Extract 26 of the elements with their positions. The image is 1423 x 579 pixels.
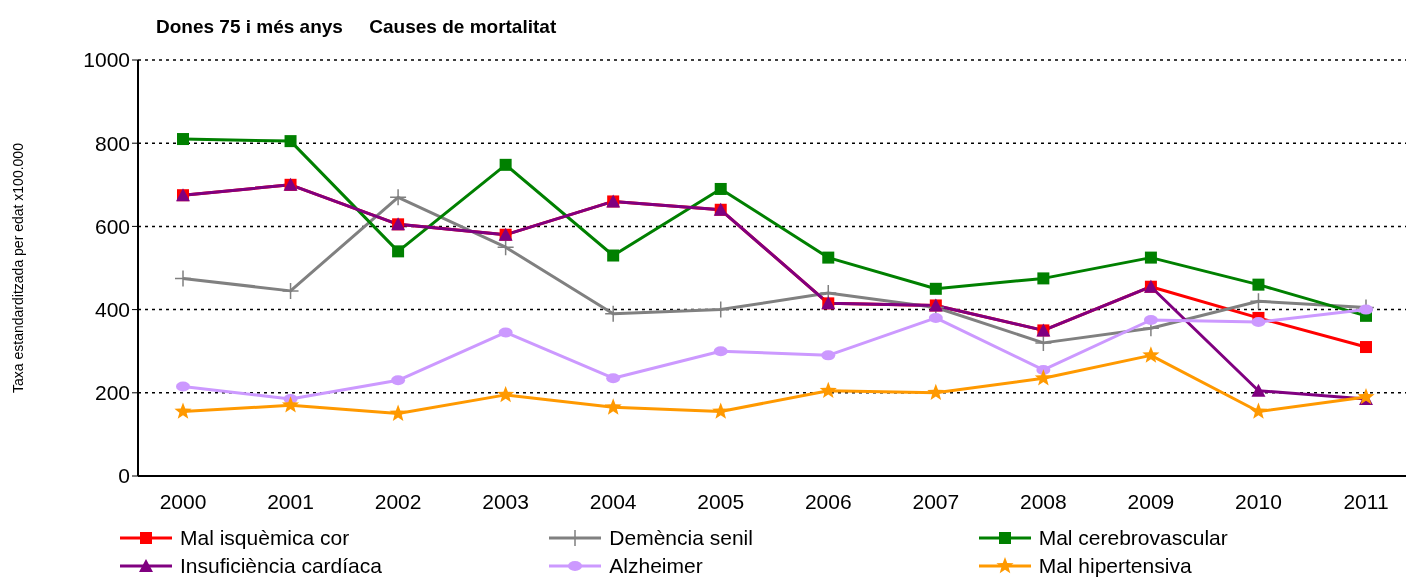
y-tick-label: 800 [94, 131, 130, 155]
y-tick-label: 600 [94, 214, 130, 238]
x-tick-label: 2004 [589, 489, 637, 513]
y-tick-label: 200 [94, 381, 130, 405]
y-tick-label: 1000 [83, 48, 130, 72]
legend-label: Mal cerebrovascular [1038, 526, 1228, 550]
x-tick-label: 2008 [1020, 489, 1067, 513]
legend-label: Mal hipertensiva [1038, 554, 1192, 578]
legend-label: Demència senil [609, 526, 753, 550]
x-tick-label: 2011 [1343, 489, 1389, 513]
x-tick-label: 2010 [1235, 489, 1282, 513]
x-tick-label: 2007 [912, 489, 960, 513]
x-tick-label: 2006 [804, 489, 852, 513]
x-tick-label: 2001 [267, 489, 314, 513]
chart-title: Dones 75 i més anys Causes de mortalitat [156, 16, 557, 38]
x-tick-label: 2000 [159, 489, 207, 513]
y-axis-title: Taxa estandarditzada per edat x100.000 [9, 142, 26, 393]
x-tick-label: 2002 [374, 489, 422, 513]
x-tick-label: 2003 [482, 489, 529, 513]
y-tick-label: 400 [94, 298, 130, 322]
legend-label: Alzheimer [609, 554, 703, 578]
legend-label: Insuficiència cardíaca [180, 554, 382, 578]
legend-label: Mal isquèmica cor [180, 526, 350, 550]
x-tick-label: 2005 [697, 489, 745, 513]
y-tick-label: 0 [118, 464, 130, 488]
x-tick-label: 2009 [1127, 489, 1175, 513]
